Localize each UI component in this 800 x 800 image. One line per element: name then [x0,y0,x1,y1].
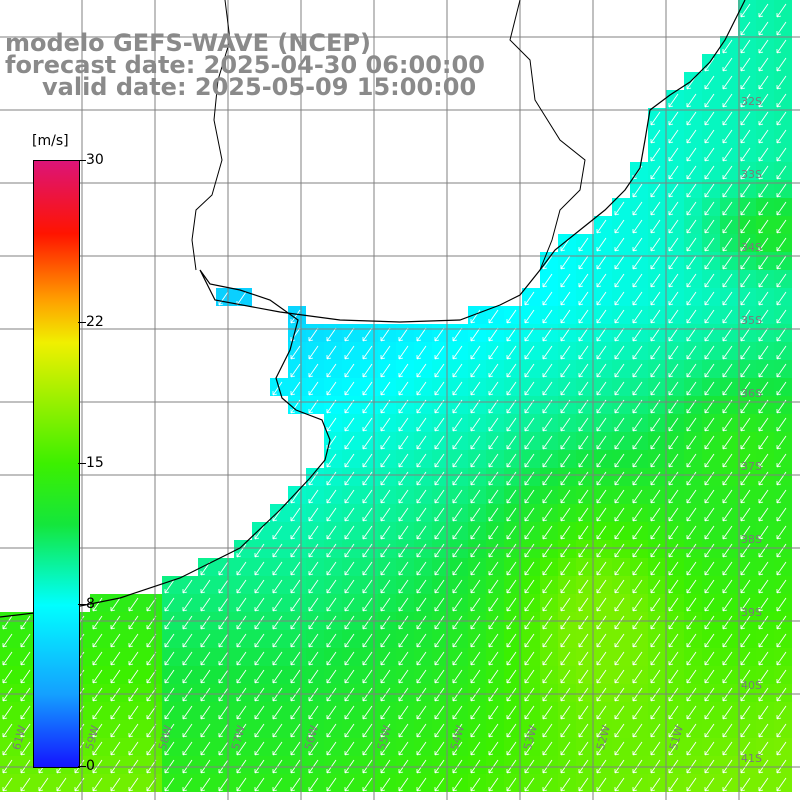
colorbar-tick-label: 0 [86,759,95,773]
latitude-label: 39S [741,606,762,619]
latitude-label: 32S [741,95,762,108]
latitude-label: 40S [741,679,762,692]
colorbar-tick-label: 8 [86,597,95,611]
latitude-label: 34S [741,241,762,254]
colorbar-tick-label: 15 [86,456,104,470]
colorbar-tick [78,463,86,464]
colorbar-tick [78,322,86,323]
latitude-label: 35S [741,314,762,327]
colorbar-tick [78,604,86,605]
latitude-label: 41S [741,752,762,765]
latitude-label: 37S [741,460,762,473]
colorbar-unit: [m/s] [32,133,69,149]
colorbar-tick [78,766,86,767]
colorbar-tick [78,160,86,161]
latitude-label: 33S [741,168,762,181]
colorbar-tick-label: 30 [86,153,104,167]
border-line-2 [510,0,585,270]
latitude-label: 38S [741,533,762,546]
latitude-label: 36S [741,387,762,400]
colorbar-tick-label: 22 [86,315,104,329]
colorbar [33,160,80,768]
valid-date: valid date: 2025-05-09 15:00:00 [42,75,476,99]
